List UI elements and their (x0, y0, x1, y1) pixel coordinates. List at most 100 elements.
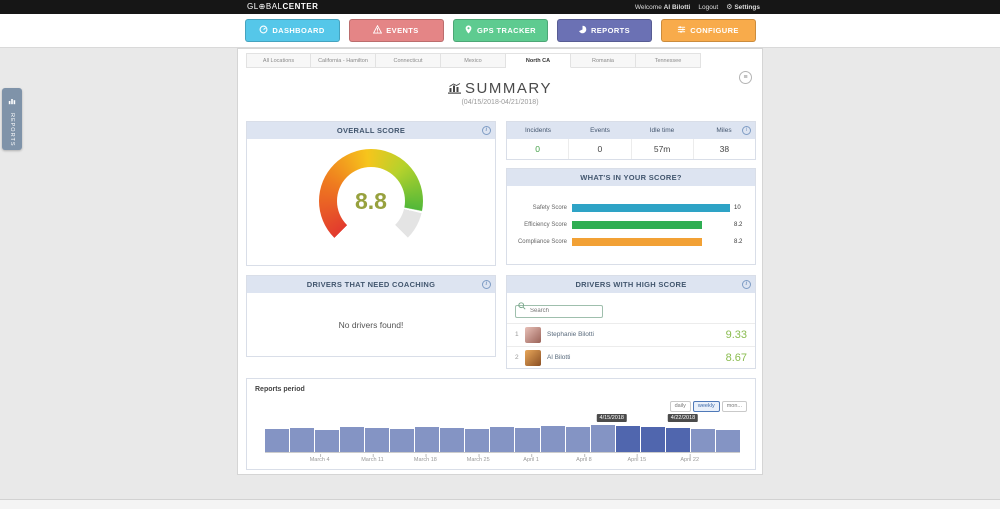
driver-search (515, 299, 603, 318)
nav-events-button[interactable]: EVENTS (348, 19, 444, 42)
compliance-score-value: 8.2 (734, 238, 743, 245)
pie-chart-icon (578, 25, 587, 36)
stats-panel: Incidents Events Idle time Miles i 0 0 5… (506, 121, 756, 160)
tab-mexico[interactable]: Mexico (441, 53, 506, 68)
score-row-compliance: Compliance Score 8.2 (517, 237, 743, 246)
panel-header: DRIVERS THAT NEED COACHING i (247, 276, 495, 293)
timeline-bar[interactable] (515, 427, 540, 452)
reports-side-tab[interactable]: REPORTS (2, 88, 22, 150)
timeline-bar[interactable] (715, 429, 740, 452)
timeline-bar[interactable] (490, 426, 515, 452)
globe-icon: ⊕ (258, 2, 266, 11)
export-menu-button[interactable]: ≡ (739, 71, 752, 84)
driver-score: 8.67 (725, 351, 747, 364)
timeline-bar[interactable] (690, 428, 715, 452)
gear-icon: ⚙ (726, 4, 733, 11)
tab-all-locations[interactable]: All Locations (246, 53, 311, 68)
info-icon[interactable]: i (742, 280, 751, 289)
stat-value-incidents: 0 (507, 139, 570, 159)
page-title: SUMMARY (238, 80, 762, 97)
period-weekly-button[interactable]: weekly (692, 401, 720, 412)
score-row-efficiency: Efficiency Score 8.2 (524, 220, 743, 229)
tab-romania[interactable]: Romania (571, 53, 636, 68)
tab-california-hamilton[interactable]: California - Hamilton (311, 53, 376, 68)
axis-label: April 1 (523, 454, 539, 463)
timeline-bar[interactable] (665, 427, 690, 452)
efficiency-score-bar (572, 220, 702, 229)
search-icon (518, 302, 526, 310)
stat-col-incidents: Incidents (524, 127, 552, 134)
gauge-icon (259, 25, 268, 36)
period-buttons: daily weekly mon... (669, 401, 747, 412)
timeline-bar[interactable] (640, 426, 665, 452)
panel-header: DRIVERS WITH HIGH SCORE i (507, 276, 755, 293)
reports-period-panel: Reports period daily weekly mon... 4/15/… (246, 378, 756, 470)
period-monthly-button[interactable]: mon... (721, 401, 747, 412)
overall-score-panel: OVERALL SCORE i 8.8 (246, 121, 496, 266)
driver-row[interactable]: 2 Al Bilotti 8.67 (507, 345, 755, 369)
page-background: REPORTS All Locations California - Hamil… (0, 48, 1000, 509)
timeline-bar[interactable] (415, 426, 440, 452)
date-range-subtitle: (04/15/2018-04/21/2018) (461, 99, 539, 106)
timeline-bar[interactable] (265, 428, 290, 452)
timeline-bar[interactable] (290, 427, 315, 452)
driver-rank: 2 (515, 354, 519, 361)
tab-connecticut[interactable]: Connecticut (376, 53, 441, 68)
tab-tennessee[interactable]: Tennessee (636, 53, 701, 68)
timeline-bar[interactable] (440, 427, 465, 452)
overall-score-gauge: 8.8 (319, 149, 423, 253)
axis-label: March 18 (413, 454, 437, 463)
driver-row[interactable]: 1 Stephanie Bilotti 9.33 (507, 322, 755, 346)
panel-header: WHAT'S IN YOUR SCORE? (507, 169, 755, 186)
timeline-chart: 4/15/2018 4/22/2018 (265, 414, 740, 453)
timeline-axis: March 4 March 11 March 18 March 25 April 1 Ap… (265, 454, 740, 465)
axis-label: April 8 (576, 454, 592, 463)
stat-col-idle-time: Idle time (649, 127, 675, 134)
side-tab-label: REPORTS (9, 113, 15, 147)
info-icon[interactable]: i (482, 126, 491, 135)
timeline-bars (265, 423, 740, 452)
timeline-bar[interactable] (315, 429, 340, 452)
timeline-bar[interactable] (465, 428, 490, 452)
warning-icon (373, 24, 383, 36)
welcome-text: Welcome Al Bilotti (634, 3, 691, 11)
report-card: All Locations California - Hamilton Conn… (237, 48, 763, 475)
axis-label: April 15 (627, 454, 647, 463)
driver-avatar (525, 326, 541, 343)
timeline-bar[interactable] (365, 427, 390, 452)
timeline-bar[interactable] (615, 425, 640, 452)
main-nav: DASHBOARD EVENTS GPS TRACKER REPORTS CON… (0, 14, 1000, 48)
timeline-bar[interactable] (590, 424, 615, 452)
logo-text: BAL (265, 2, 283, 11)
logout-link[interactable]: Logout (698, 3, 719, 11)
axis-label: March 25 (466, 454, 490, 463)
topbar-user-area: Welcome Al Bilotti Logout ⚙ Settings (635, 0, 760, 14)
timeline-bar[interactable] (340, 426, 365, 452)
info-icon[interactable]: i (482, 280, 491, 289)
driver-name: Stephanie Bilotti (547, 331, 594, 338)
nav-gps-tracker-button[interactable]: GPS TRACKER (452, 19, 548, 42)
gauge-hole (337, 167, 405, 235)
timeline-bar[interactable] (390, 428, 415, 452)
nav-reports-button[interactable]: REPORTS (556, 19, 652, 42)
logo-text-bold: CENTER (282, 2, 319, 11)
coaching-empty-message: No drivers found! (338, 319, 404, 330)
nav-dashboard-button[interactable]: DASHBOARD (244, 19, 340, 42)
safety-score-bar (572, 203, 730, 212)
tab-north-ca[interactable]: North CA (506, 53, 571, 68)
stats-values: 0 0 57m 38 (507, 139, 755, 159)
overall-score-value: 8.8 (355, 187, 387, 214)
nav-configure-button[interactable]: CONFIGURE (660, 19, 756, 42)
axis-label: March 11 (361, 454, 384, 463)
settings-link[interactable]: ⚙ Settings (726, 4, 760, 11)
info-icon[interactable]: i (742, 126, 751, 135)
logo[interactable]: GL⊕BALCENTER (247, 0, 318, 14)
search-input[interactable] (515, 304, 603, 318)
reports-period-label: Reports period (255, 386, 305, 393)
score-row-safety: Safety Score 10 (532, 203, 741, 212)
panel-header: OVERALL SCORE i (247, 122, 495, 139)
timeline-bar[interactable] (540, 425, 565, 452)
period-daily-button[interactable]: daily (669, 401, 691, 412)
driver-rank: 1 (515, 331, 519, 338)
timeline-bar[interactable] (565, 426, 590, 452)
